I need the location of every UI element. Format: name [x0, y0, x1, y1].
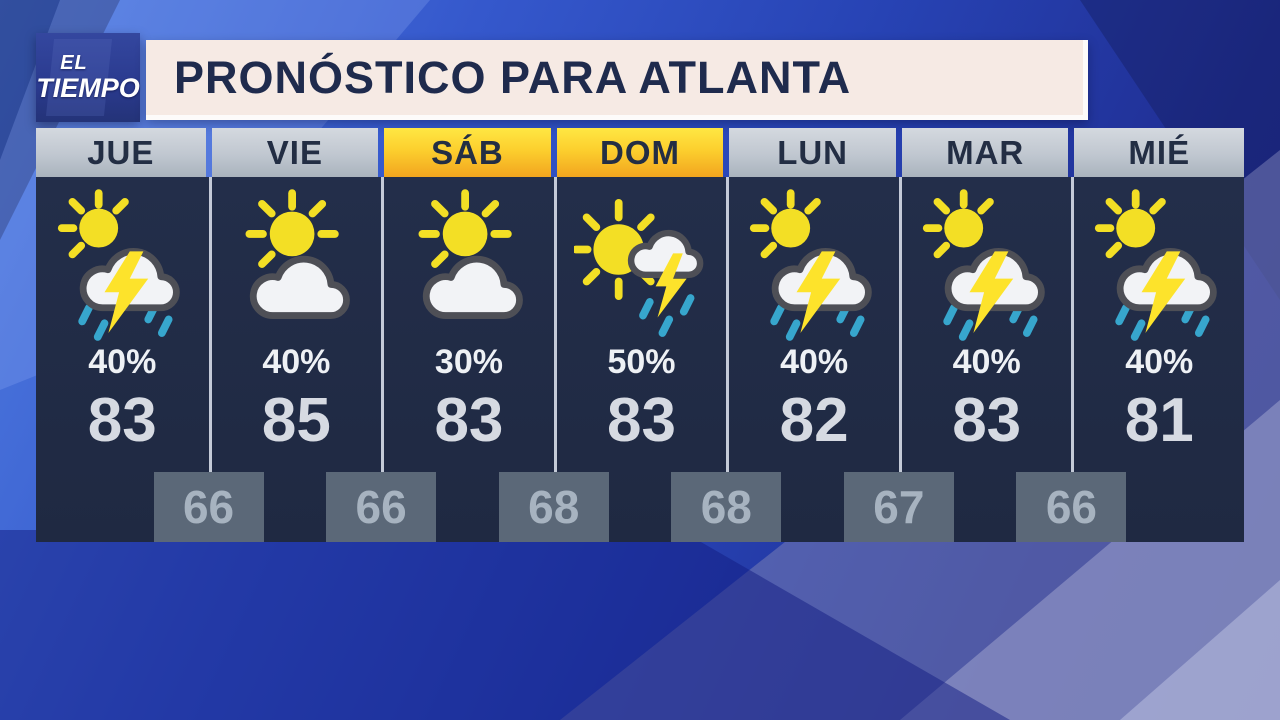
precip-chance: 50%	[607, 343, 676, 381]
day-columns: JUE 40% 83 VIE	[36, 128, 1245, 542]
day-label: SÁB	[431, 133, 504, 171]
day-header: JUE	[36, 128, 206, 177]
high-temp: 81	[1124, 386, 1194, 455]
day-label: JUE	[87, 133, 155, 171]
low-temp: 68	[498, 472, 609, 542]
day-label: MIÉ	[1128, 133, 1191, 171]
high-temp: 82	[779, 386, 849, 455]
forecast-table: JUE 40% 83 VIE	[36, 128, 1245, 542]
day-label: LUN	[777, 133, 849, 171]
day-header: LUN	[729, 128, 896, 177]
day-header: SÁB	[384, 128, 551, 177]
low-temp: 66	[326, 472, 437, 542]
day-column-jue: JUE 40% 83	[36, 128, 209, 542]
day-header: MAR	[901, 128, 1069, 177]
sun-cloud-storm-icon	[919, 187, 1055, 345]
high-temp: 83	[952, 386, 1022, 455]
precip-chance: 40%	[88, 343, 157, 381]
low-temp: 67	[843, 472, 954, 542]
low-temps-row: 66 66 68 68 67 66	[36, 472, 1244, 542]
high-temp: 85	[261, 386, 331, 455]
precip-chance: 40%	[952, 343, 1021, 381]
sun-storm-icon	[573, 187, 710, 345]
low-temp: 68	[671, 472, 782, 542]
sun-cloud-storm-icon	[54, 187, 190, 345]
sun-cloud-icon	[228, 187, 364, 345]
low-temp: 66	[153, 472, 264, 542]
day-label: MAR	[946, 133, 1025, 171]
sun-cloud-storm-icon	[1091, 187, 1227, 345]
precip-chance: 40%	[262, 343, 331, 381]
precip-chance: 40%	[1125, 343, 1194, 381]
day-label: DOM	[600, 133, 681, 171]
high-temp: 83	[607, 386, 676, 455]
logo-line-1: EL	[60, 52, 88, 74]
day-header: DOM	[556, 128, 724, 177]
precip-chance: 30%	[434, 343, 503, 381]
sun-cloud-storm-icon	[746, 187, 882, 345]
title-banner: PRONÓSTICO PARA ATLANTA	[146, 40, 1088, 120]
day-label: VIE	[266, 133, 323, 171]
sun-cloud-icon	[401, 187, 537, 345]
precip-chance: 40%	[780, 343, 849, 381]
day-header: MIÉ	[1074, 128, 1245, 177]
day-header: VIE	[211, 128, 379, 177]
el-tiempo-logo: EL TIEMPO	[36, 33, 140, 122]
page-title: PRONÓSTICO PARA ATLANTA	[174, 51, 852, 103]
high-temp: 83	[434, 386, 504, 455]
logo-line-2: TIEMPO	[36, 73, 140, 103]
high-temp: 83	[87, 386, 157, 455]
low-temp: 66	[1016, 472, 1127, 542]
